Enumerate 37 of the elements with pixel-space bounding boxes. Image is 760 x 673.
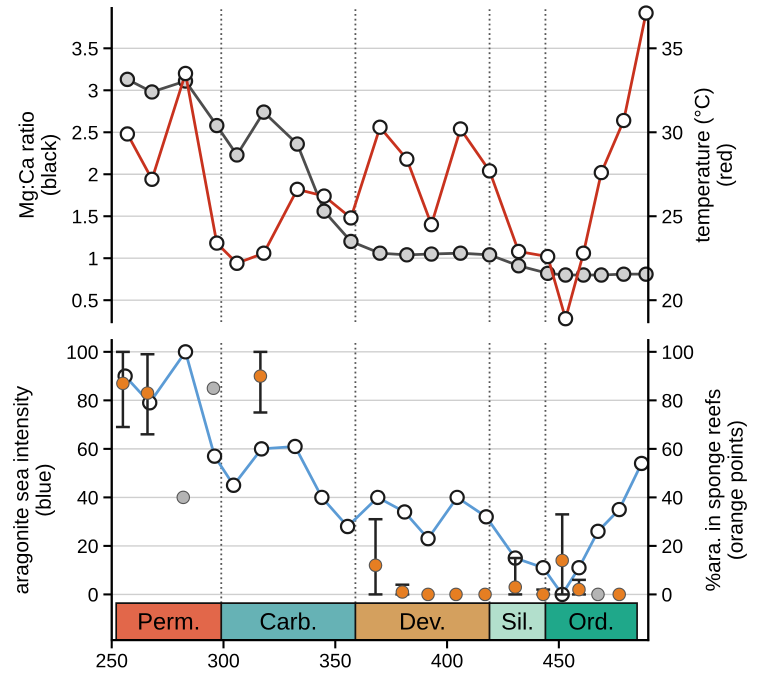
- y2-tick-label: 20: [662, 294, 682, 308]
- x-tick-label: 400: [431, 654, 463, 668]
- y2-tick-label: 60: [662, 442, 682, 456]
- y-tick-label: 0: [88, 588, 98, 602]
- y2-tick-label: 20: [662, 539, 682, 554]
- x-tick-label: 450: [543, 654, 574, 668]
- y-tick-label: 3.5: [72, 42, 98, 56]
- y-tick-label: 2: [88, 168, 98, 182]
- y-axis-title: Mg:Ca ratio (black): [18, 112, 60, 218]
- y2-tick-label: 40: [662, 490, 682, 505]
- y-tick-label: 40: [77, 490, 98, 505]
- x-tick-label: 350: [320, 654, 351, 668]
- y-tick-label: 60: [78, 442, 98, 456]
- y-tick-label: 100: [68, 345, 98, 360]
- band-label: Ord.: [569, 612, 612, 630]
- y-tick-label: 1.5: [72, 210, 98, 224]
- y2-axis-title: %ara. in sponge reefs (orange points): [705, 390, 747, 591]
- y-tick-label: 2.5: [72, 126, 98, 140]
- y-tick-label: 80: [78, 394, 98, 408]
- band-label: Carb.: [260, 612, 316, 630]
- y2-tick-label: 80: [662, 394, 682, 408]
- x-tick-label: 300: [208, 654, 239, 668]
- y2-tick-label: 100: [662, 345, 694, 360]
- y2-tick-label: 35: [662, 42, 682, 56]
- band-label: Perm.: [139, 613, 198, 630]
- band-label: Sil.: [502, 612, 532, 630]
- y2-axis-title: temperature (°C) (red): [694, 88, 736, 242]
- y-tick-label: 0.5: [72, 294, 98, 308]
- y2-tick-label: 30: [662, 126, 682, 140]
- y2-tick-label: 0: [662, 588, 672, 602]
- y-tick-label: 1: [89, 252, 98, 266]
- x-tick-label: 250: [96, 654, 128, 668]
- y-axis-title: aragonite sea intensity (blue): [13, 386, 55, 594]
- y2-tick-label: 25: [662, 210, 682, 224]
- band-label: Dev.: [401, 613, 444, 630]
- y-tick-label: 3: [88, 84, 98, 98]
- y-tick-label: 20: [78, 539, 98, 554]
